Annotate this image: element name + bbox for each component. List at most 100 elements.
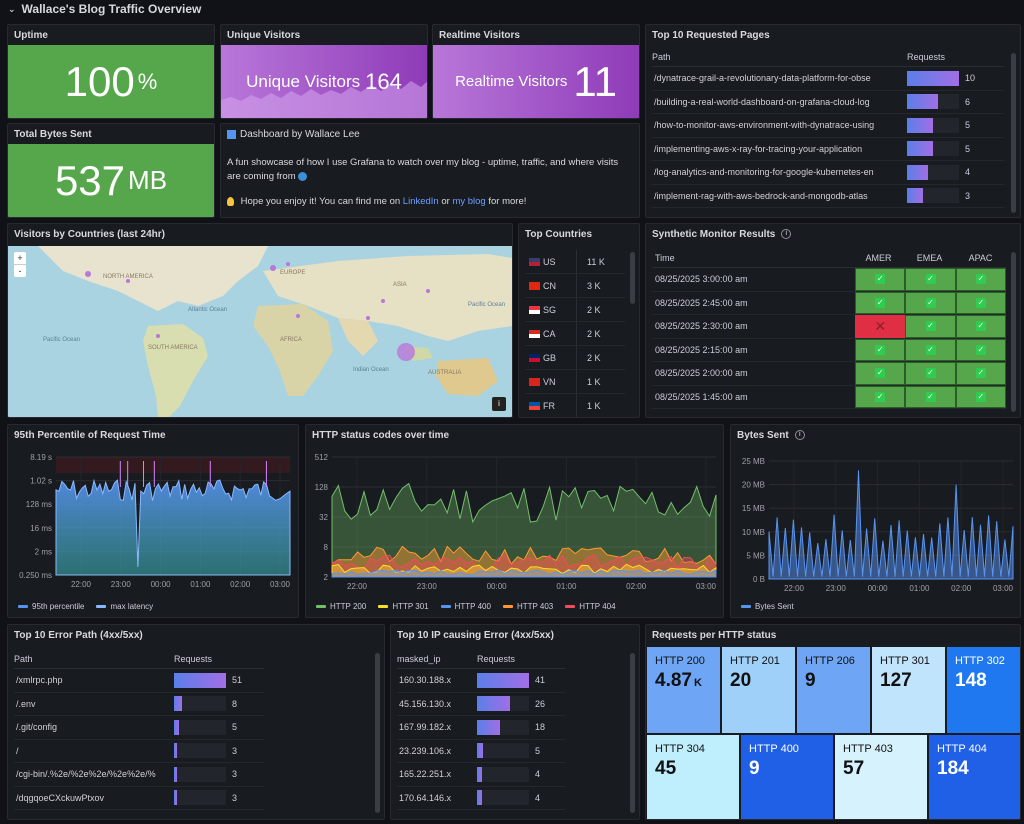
masked-ip[interactable]: 167.99.182.x	[399, 722, 452, 733]
page-path[interactable]: /building-a-real-world-dashboard-on-graf…	[654, 96, 870, 107]
info-icon[interactable]: i	[781, 229, 792, 240]
page-path[interactable]: /dynatrace-grail-a-revolutionary-data-pl…	[654, 73, 871, 84]
row-header[interactable]: ⌄ Wallace's Blog Traffic Overview	[8, 0, 201, 18]
http-200-series[interactable]	[331, 482, 717, 578]
http-status-tile[interactable]: HTTP 302 148	[947, 647, 1020, 733]
http-400-series[interactable]	[331, 569, 717, 578]
table-row[interactable]: 165.22.251.x 4	[397, 763, 565, 787]
legend-item[interactable]: 95th percentile	[18, 602, 84, 611]
country-row[interactable]: FR 1 K	[525, 394, 625, 417]
scrollbar[interactable]	[1011, 252, 1016, 412]
error-path[interactable]: /xmlrpc.php	[16, 675, 63, 686]
table-row[interactable]: 45.156.130.x 26	[397, 693, 565, 716]
table-row[interactable]: 167.99.182.x 18	[397, 716, 565, 740]
p95-chart[interactable]: 8.19 s 1.02 s 128 ms 16 ms 2 ms 0.250 ms 22:00…	[8, 447, 298, 597]
scrollbar[interactable]	[1011, 53, 1016, 213]
legend-item[interactable]: HTTP 200	[316, 602, 366, 611]
visitor-bubble[interactable]	[426, 289, 430, 293]
zoom-out-button[interactable]: -	[18, 266, 22, 276]
table-row[interactable]: /dqgqoeCXckuwPtxov 3	[14, 787, 264, 810]
table-row[interactable]: /how-to-monitor-aws-environment-with-dyn…	[652, 114, 1004, 138]
table-row[interactable]: /cgi-bin/.%2e/%2e%2e/%2e%2e/% 3	[14, 763, 264, 787]
col-requests-header[interactable]: Requests	[477, 653, 516, 664]
table-row[interactable]: 08/25/2025 1:45:00 am ✓ ✓ ✓	[652, 385, 1006, 409]
page-path[interactable]: /implement-rag-with-aws-bedrock-and-mong…	[654, 190, 868, 201]
http-status-tile[interactable]: HTTP 200 4.87 K	[647, 647, 720, 733]
bytes-sent-series[interactable]	[768, 470, 1014, 580]
http-status-tile[interactable]: HTTP 403 57	[835, 735, 927, 819]
zoom-in-button[interactable]: +	[14, 252, 26, 265]
country-row[interactable]: CN 3 K	[525, 274, 625, 298]
table-row[interactable]: /.git/config 5	[14, 716, 264, 740]
col-time-header[interactable]: Time	[655, 252, 675, 263]
visitor-bubble[interactable]	[366, 316, 370, 320]
http-status-tile[interactable]: HTTP 206 9	[797, 647, 870, 733]
table-row[interactable]: 08/25/2025 2:00:00 am ✓ ✓ ✓	[652, 362, 1006, 386]
error-path[interactable]: /dqgqoeCXckuwPtxov	[16, 792, 105, 803]
http-status-tile[interactable]: HTTP 304 45	[647, 735, 739, 819]
table-row[interactable]: 08/25/2025 2:45:00 am ✓ ✓ ✓	[652, 291, 1006, 315]
p95-series[interactable]	[55, 478, 291, 576]
http-status-tile[interactable]: HTTP 201 20	[722, 647, 795, 733]
visitor-bubble[interactable]	[286, 262, 290, 266]
col-requests-header[interactable]: Requests	[907, 51, 946, 62]
legend-item[interactable]: HTTP 400	[440, 602, 491, 611]
table-row[interactable]: /log-analytics-and-monitoring-for-google…	[652, 161, 1004, 185]
info-icon[interactable]: i	[794, 430, 805, 441]
error-path[interactable]: /.env	[16, 698, 36, 709]
legend-item[interactable]: HTTP 301	[378, 602, 429, 611]
country-row[interactable]: SG 2 K	[525, 298, 625, 322]
masked-ip[interactable]: 165.22.251.x	[399, 769, 452, 780]
chevron-down-icon[interactable]: ⌄	[8, 3, 16, 14]
visitor-bubble[interactable]	[126, 279, 130, 283]
col-path-header[interactable]: Path	[652, 51, 671, 62]
http-status-tile[interactable]: HTTP 404 184	[929, 735, 1020, 819]
visitor-bubble[interactable]	[296, 314, 300, 318]
table-row[interactable]: 08/25/2025 3:00:00 am ✓ ✓ ✓	[652, 268, 1006, 292]
page-path[interactable]: /how-to-monitor-aws-environment-with-dyn…	[654, 120, 875, 131]
col-ip-header[interactable]: masked_ip	[397, 653, 441, 664]
legend-item[interactable]: HTTP 404	[565, 602, 616, 611]
error-path[interactable]: /	[16, 745, 19, 756]
scrollbar[interactable]	[630, 653, 635, 813]
col-region-header[interactable]: EMEA	[916, 252, 943, 263]
error-path[interactable]: /.git/config	[16, 722, 58, 733]
table-row[interactable]: /xmlrpc.php 51	[14, 669, 264, 693]
table-row[interactable]: /dynatrace-grail-a-revolutionary-data-pl…	[652, 67, 1004, 91]
col-region-header[interactable]: AMER	[865, 252, 892, 263]
table-row[interactable]: /3	[14, 740, 264, 763]
col-region-header[interactable]: APAC	[968, 252, 993, 263]
linkedin-link[interactable]: LinkedIn	[402, 196, 439, 207]
blog-link[interactable]: my blog	[452, 196, 486, 207]
scrollbar[interactable]	[375, 653, 380, 813]
world-map[interactable]: NORTH AMERICA EUROPE ASIA AFRICA SOUTH A…	[8, 246, 512, 418]
visitor-bubble[interactable]	[156, 334, 160, 338]
http-status-tile[interactable]: HTTP 301 127	[872, 647, 945, 733]
legend-item[interactable]: HTTP 403	[502, 602, 553, 611]
country-row[interactable]: US 11 K	[525, 250, 625, 274]
table-row[interactable]: /building-a-real-world-dashboard-on-graf…	[652, 91, 1004, 114]
country-row[interactable]: CA 2 K	[525, 322, 625, 346]
masked-ip[interactable]: 23.239.106.x	[399, 745, 452, 756]
table-row[interactable]: /implement-rag-with-aws-bedrock-and-mong…	[652, 185, 1004, 208]
legend-item[interactable]: max latency	[96, 602, 153, 611]
visitor-bubble[interactable]	[270, 265, 276, 271]
visitor-bubble[interactable]	[85, 271, 91, 277]
country-row[interactable]: GB 2 K	[525, 346, 625, 370]
page-path[interactable]: /implementing-aws-x-ray-for-tracing-your…	[654, 143, 863, 154]
http-status-tile[interactable]: HTTP 400 9	[741, 735, 833, 819]
country-row[interactable]: VN 1 K	[525, 370, 625, 394]
map-info-button[interactable]: i	[492, 397, 506, 411]
visitor-bubble[interactable]	[397, 343, 415, 361]
error-path[interactable]: /cgi-bin/.%2e/%2e%2e/%2e%2e/%	[16, 769, 156, 780]
col-requests-header[interactable]: Requests	[174, 653, 213, 664]
table-row[interactable]: 08/25/2025 2:15:00 am ✓ ✓ ✓	[652, 338, 1006, 362]
col-path-header[interactable]: Path	[14, 653, 33, 664]
table-row[interactable]: 08/25/2025 2:30:00 am ✕ ✓ ✓	[652, 315, 1006, 339]
http-codes-chart[interactable]: 512 128 32 8 2 22:00 23:00 00:00 01:00 02:00 03:00	[306, 447, 723, 597]
table-row[interactable]: 160.30.188.x 41	[397, 669, 565, 693]
table-row[interactable]: 23.239.106.x 5	[397, 740, 565, 763]
visitor-bubble[interactable]	[381, 299, 385, 303]
masked-ip[interactable]: 45.156.130.x	[399, 698, 452, 709]
table-row[interactable]: 170.64.146.x 4	[397, 787, 565, 810]
